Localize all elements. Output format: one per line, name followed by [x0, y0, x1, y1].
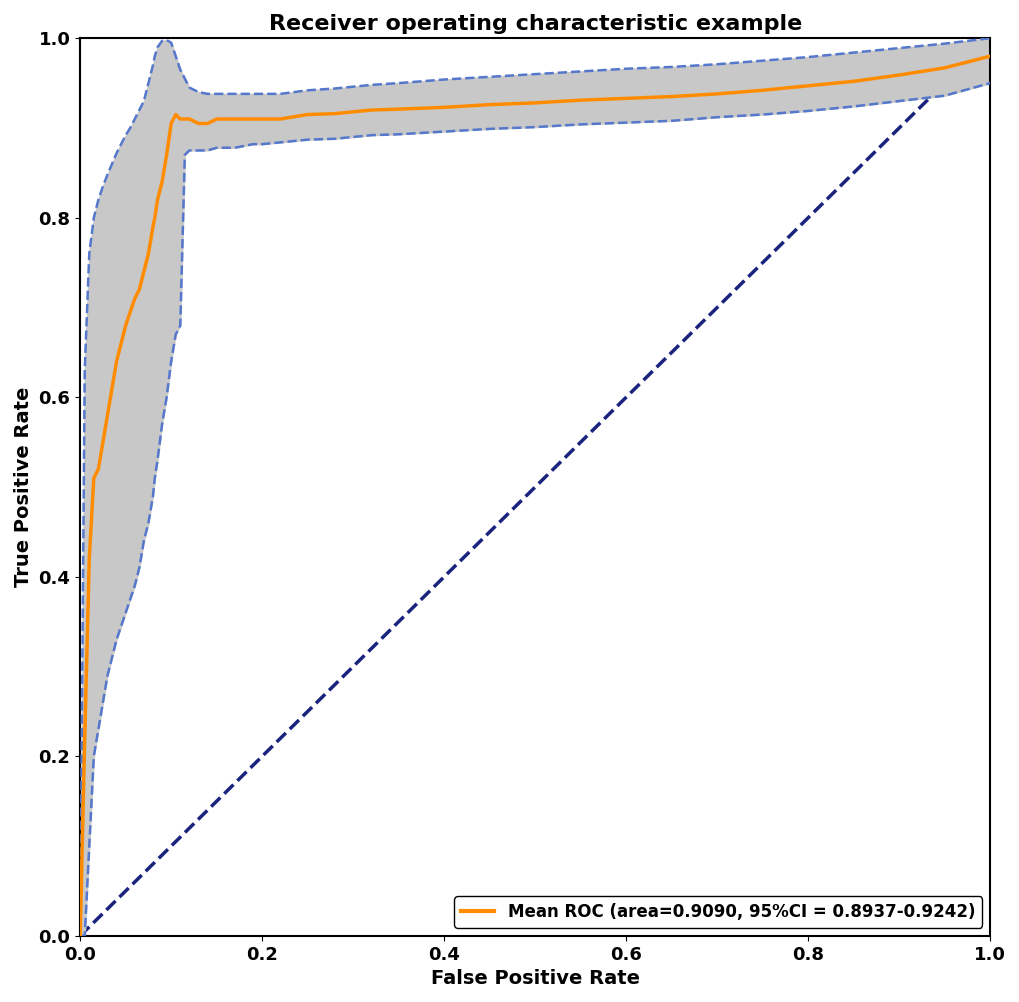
Y-axis label: True Positive Rate: True Positive Rate [14, 387, 33, 587]
Mean ROC (area=0.9090, 95%CI = 0.8937-0.9242) [228, 113, 240, 125]
Title: Receiver operating characteristic example: Receiver operating characteristic exampl… [268, 14, 801, 34]
Mean ROC (area=0.9090, 95%CI = 0.8937-0.9242) [983, 50, 996, 62]
X-axis label: False Positive Rate: False Positive Rate [430, 969, 639, 988]
Mean ROC (area=0.9090, 95%CI = 0.8937-0.9242) [74, 930, 87, 942]
Mean ROC (area=0.9090, 95%CI = 0.8937-0.9242) [302, 108, 314, 120]
Legend: Mean ROC (area=0.9090, 95%CI = 0.8937-0.9242): Mean ROC (area=0.9090, 95%CI = 0.8937-0.… [453, 896, 981, 928]
Mean ROC (area=0.9090, 95%CI = 0.8937-0.9242) [237, 113, 250, 125]
Mean ROC (area=0.9090, 95%CI = 0.8937-0.9242) [210, 113, 222, 125]
Line: Mean ROC (area=0.9090, 95%CI = 0.8937-0.9242): Mean ROC (area=0.9090, 95%CI = 0.8937-0.… [81, 56, 989, 936]
Mean ROC (area=0.9090, 95%CI = 0.8937-0.9242) [110, 356, 122, 368]
Mean ROC (area=0.9090, 95%CI = 0.8937-0.9242) [156, 175, 168, 187]
